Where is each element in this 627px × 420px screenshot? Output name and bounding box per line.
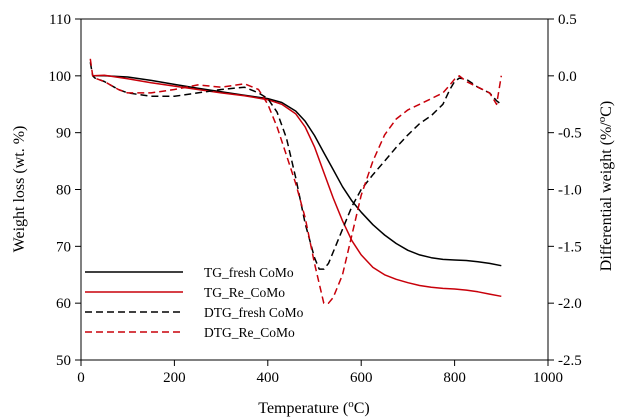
x-tick-label: 1000 [533, 370, 563, 386]
x-axis: 0 200 400 600 800 1000 [77, 360, 563, 386]
x-tick-label: 800 [443, 370, 466, 386]
right-y-tick-label: -2.5 [558, 353, 582, 369]
legend: TG_fresh CoMo TG_Re_CoMo DTG_fresh CoMo DTG… [85, 265, 304, 340]
series-line-dtg-fresh-como [89, 62, 502, 270]
x-tick-label: 600 [350, 370, 373, 386]
series-line-tg-re-como [92, 74, 502, 298]
left-y-tick-label: 70 [56, 239, 71, 255]
series-line-dtg-re-como [89, 58, 503, 304]
x-tick-label: 200 [163, 370, 186, 386]
legend-label: TG_fresh CoMo [204, 265, 294, 280]
left-y-tick-label: 110 [49, 12, 71, 28]
right-y-tick-label: -2.0 [558, 296, 582, 312]
legend-label: TG_Re_CoMo [204, 285, 285, 300]
right-y-tick-label: -0.5 [558, 126, 582, 142]
legend-label: DTG_fresh CoMo [204, 305, 304, 320]
left-y-tick-label: 50 [56, 353, 71, 369]
right-y-axis-title: Differential weight (%/oC) [596, 101, 615, 271]
legend-label: DTG_Re_CoMo [204, 325, 295, 340]
left-y-axis: 50 60 70 80 90 100 110 [49, 12, 81, 369]
right-y-tick-label: 0.0 [558, 69, 577, 85]
right-y-tick-label: 0.5 [558, 12, 577, 28]
right-y-tick-label: -1.0 [558, 183, 582, 199]
x-tick-label: 400 [257, 370, 280, 386]
x-axis-title: Temperature (oC) [258, 398, 369, 417]
right-y-axis: -2.5 -2.0 -1.5 -1.0 -0.5 0.0 0.5 [548, 12, 582, 369]
right-y-tick-label: -1.5 [558, 239, 582, 255]
series-lines [89, 58, 503, 304]
left-y-tick-label: 80 [56, 183, 71, 199]
left-y-tick-label: 60 [56, 296, 71, 312]
left-y-tick-label: 90 [56, 126, 71, 142]
left-y-axis-title: Weight loss (wt. %) [11, 126, 28, 253]
plot-area-border [80, 18, 549, 361]
left-y-tick-label: 100 [49, 69, 72, 85]
x-tick-label: 0 [77, 370, 85, 386]
gridless-plot-frame [80, 18, 549, 361]
series-line-tg-fresh-como [92, 75, 502, 267]
